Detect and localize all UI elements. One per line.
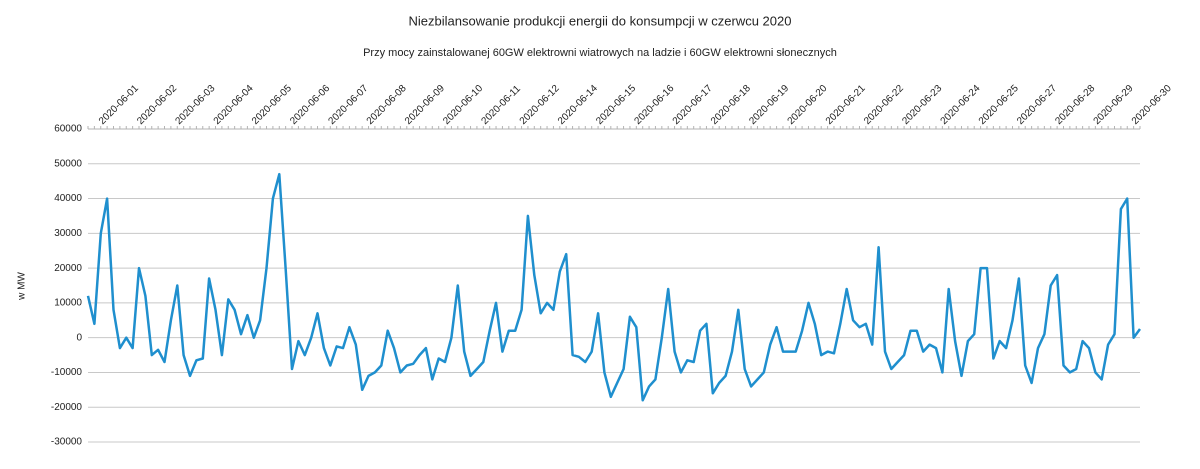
y-tick-label: 0	[76, 332, 82, 343]
y-tick-label: 20000	[54, 263, 82, 274]
y-tick-label: 30000	[54, 228, 82, 239]
y-tick-label: -30000	[51, 437, 83, 448]
y-tick-label: -10000	[51, 367, 83, 378]
chart-subtitle: Przy mocy zainstalowanej 60GW elektrowni…	[363, 47, 837, 59]
chart-title: Niezbilansowanie produkcji energii do ko…	[409, 13, 792, 28]
y-tick-label: 50000	[54, 158, 82, 169]
y-tick-label: 10000	[54, 298, 82, 309]
y-tick-label: -20000	[51, 402, 83, 413]
series-line	[86, 172, 1142, 402]
y-axis-label: w MW	[17, 272, 28, 301]
y-tick-label: 60000	[54, 124, 82, 135]
y-tick-label: 40000	[54, 193, 82, 204]
